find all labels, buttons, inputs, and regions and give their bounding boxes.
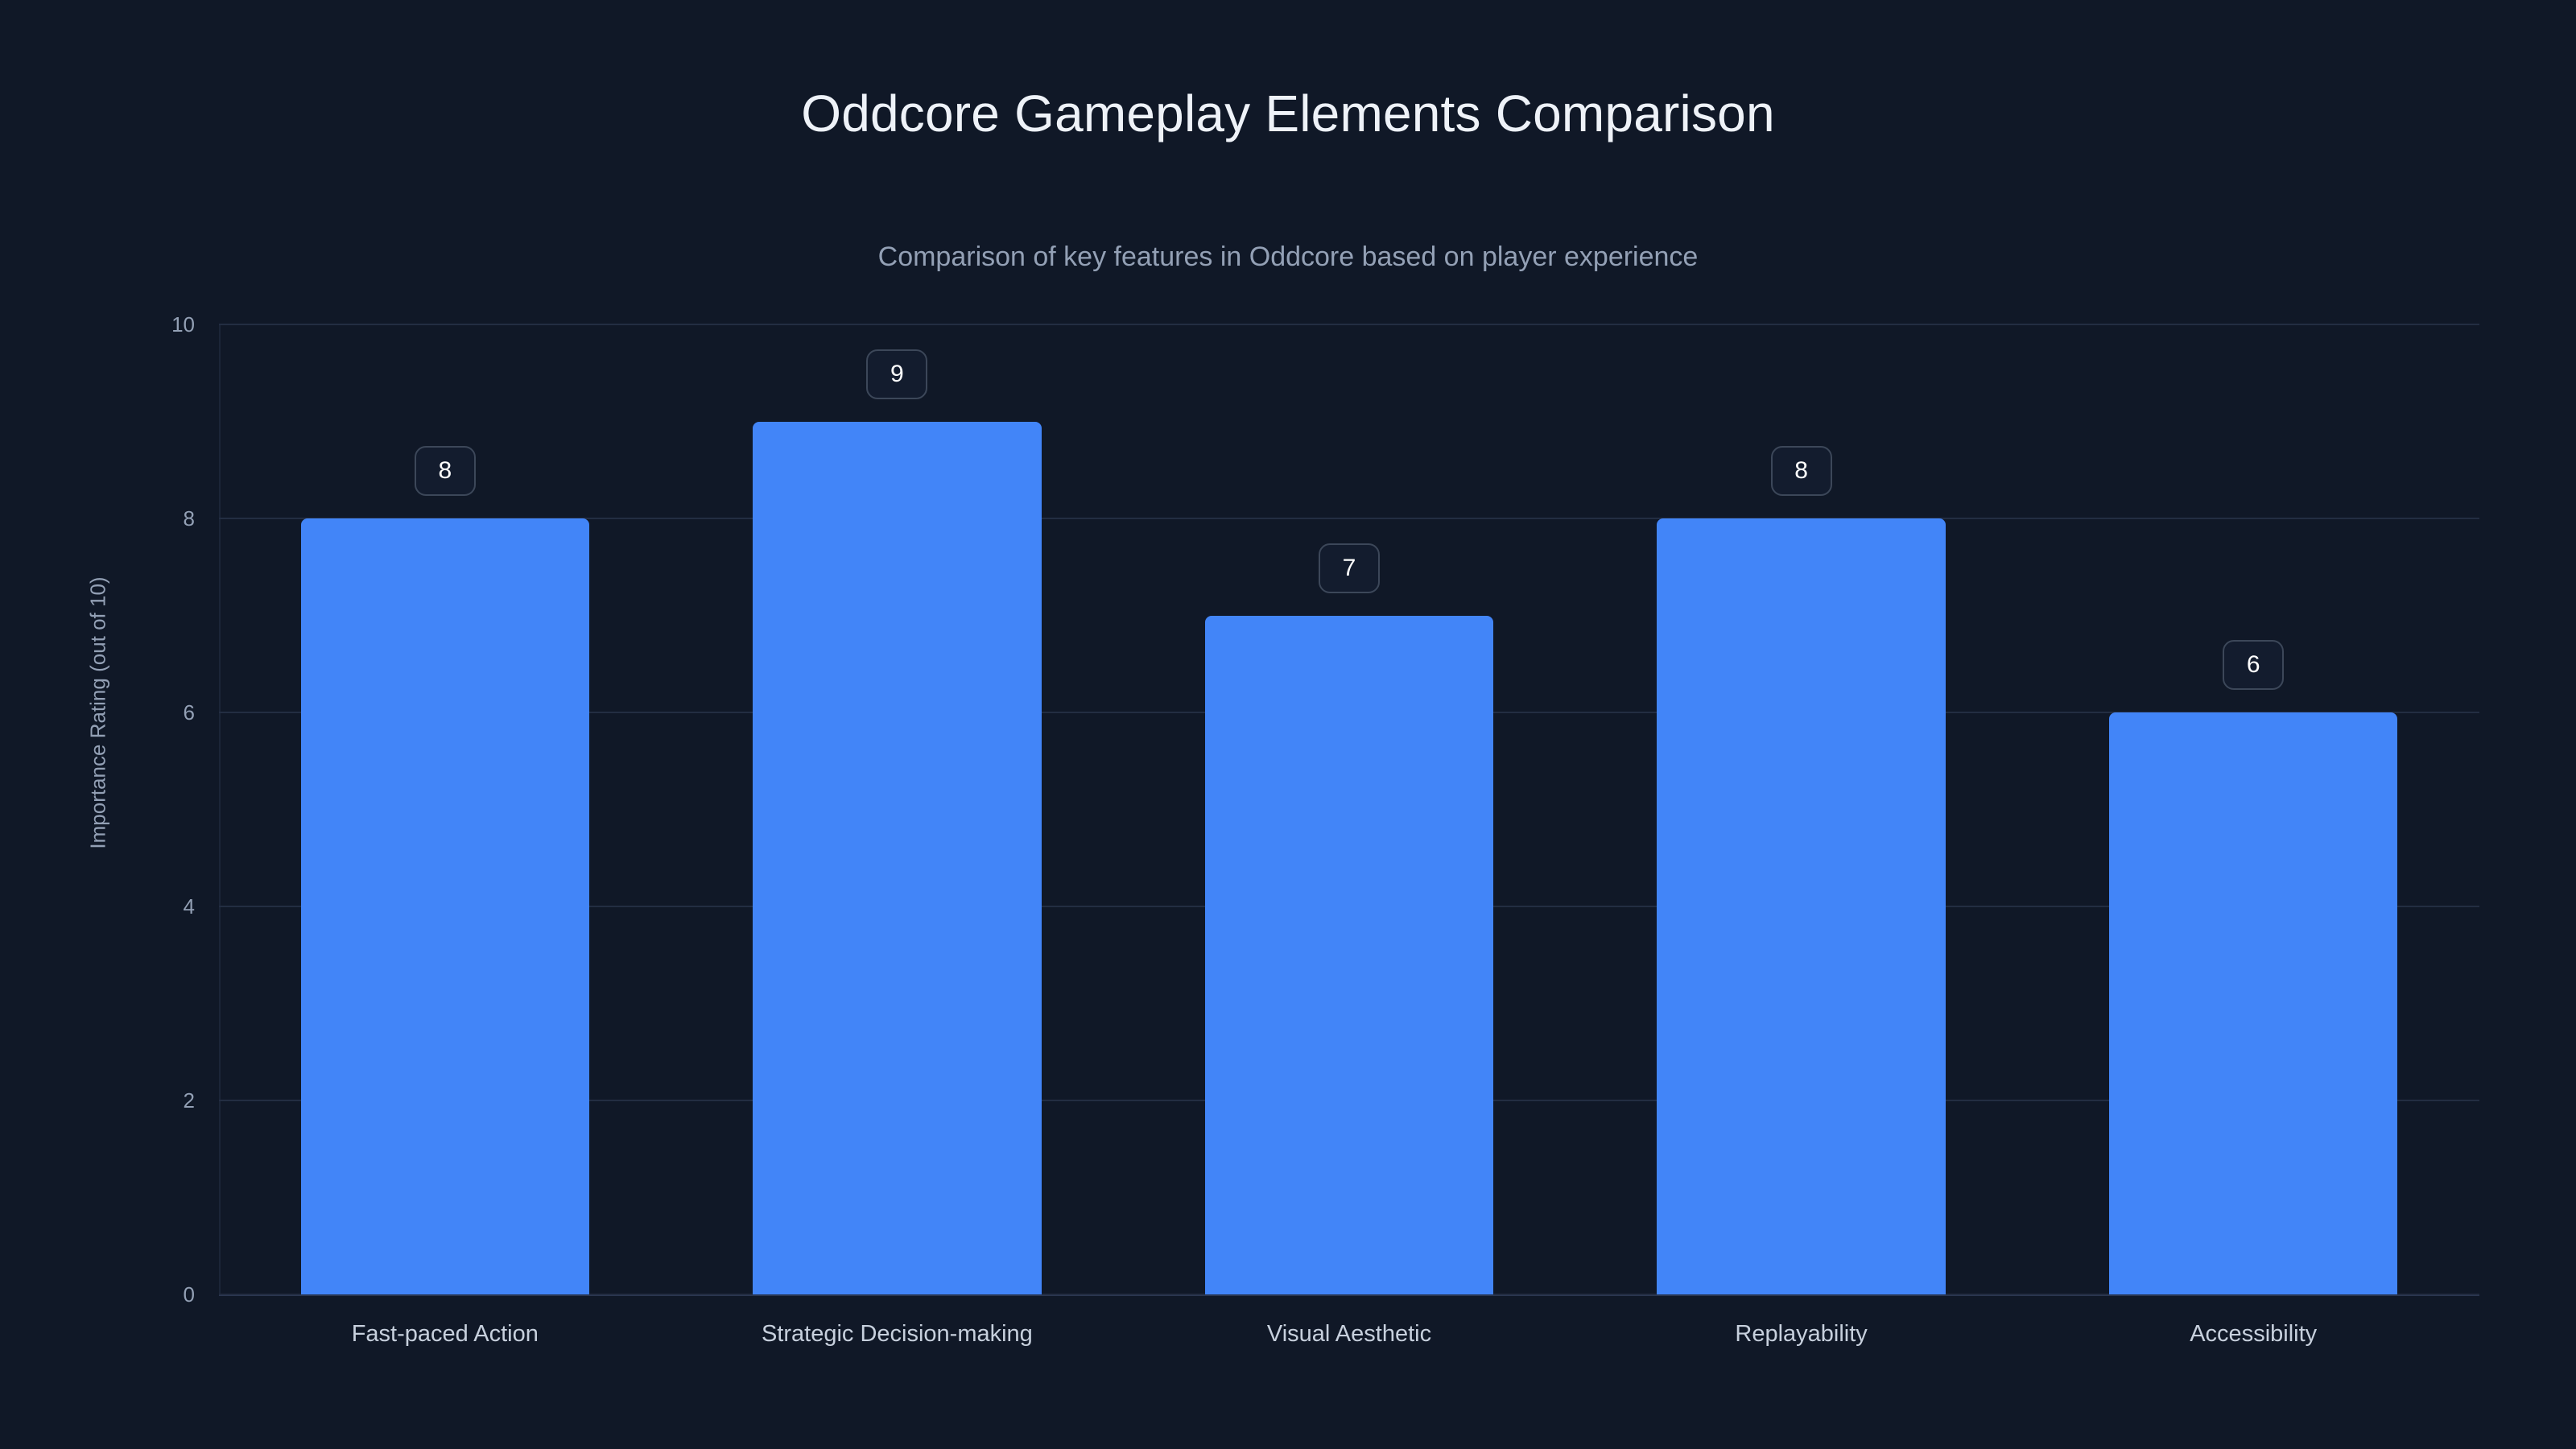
x-tick-label: Visual Aesthetic bbox=[1266, 1321, 1432, 1347]
y-axis-title: Importance Rating (out of 10) bbox=[85, 576, 110, 849]
gridline bbox=[219, 324, 2479, 325]
chart-subtitle: Comparison of key features in Oddcore ba… bbox=[877, 242, 1699, 272]
x-tick-label: Accessibility bbox=[2190, 1321, 2318, 1347]
bar-value-badge: 8 bbox=[414, 446, 476, 496]
bar-value-badge: 8 bbox=[1770, 446, 1832, 496]
plot-area bbox=[219, 324, 2479, 1295]
gridline bbox=[219, 1294, 2479, 1295]
x-tick-label: Fast-paced Action bbox=[351, 1321, 539, 1347]
x-tick-label: Strategic Decision-making bbox=[761, 1321, 1033, 1347]
y-tick-label: 6 bbox=[183, 700, 195, 724]
bar-value-badge: 9 bbox=[866, 349, 928, 399]
y-tick-label: 4 bbox=[183, 894, 195, 919]
bar[interactable] bbox=[1657, 518, 1946, 1294]
y-axis-line bbox=[219, 324, 221, 1296]
y-tick-label: 0 bbox=[183, 1282, 195, 1307]
bar-value-badge: 6 bbox=[2223, 640, 2285, 690]
bar-column[interactable] bbox=[753, 324, 1042, 1294]
bar-column[interactable] bbox=[300, 324, 589, 1294]
bar-value-badge: 7 bbox=[1319, 543, 1380, 593]
x-tick-label: Replayability bbox=[1735, 1321, 1868, 1347]
y-tick-label: 10 bbox=[171, 312, 195, 336]
bar[interactable] bbox=[2109, 712, 2398, 1294]
bar-column[interactable] bbox=[2109, 324, 2398, 1294]
bar[interactable] bbox=[300, 518, 589, 1294]
bar-column[interactable] bbox=[1204, 324, 1494, 1294]
bar-column[interactable] bbox=[1657, 324, 1946, 1294]
bar[interactable] bbox=[753, 421, 1042, 1294]
y-tick-label: 2 bbox=[183, 1088, 195, 1113]
bar[interactable] bbox=[1204, 615, 1494, 1294]
y-tick-label: 8 bbox=[183, 506, 195, 530]
page-title: Oddcore Gameplay Elements Comparison bbox=[801, 85, 1775, 142]
gridline bbox=[219, 518, 2479, 519]
